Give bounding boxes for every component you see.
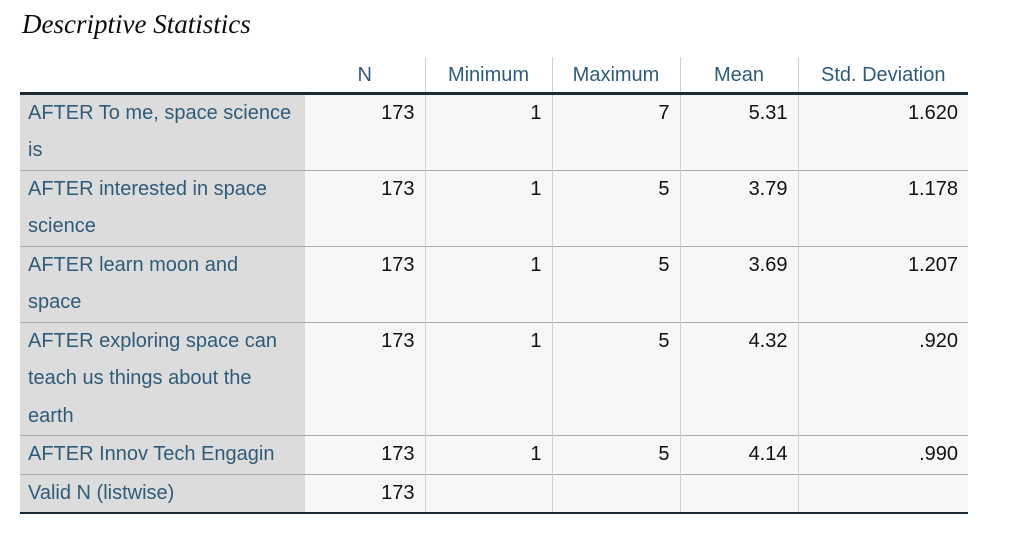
std-deviation-cell: .920 — [797, 321, 968, 436]
std-deviation-cell: 1.620 — [797, 92, 968, 170]
col-header-mean: Mean — [679, 57, 798, 95]
row-label-cell: AFTER exploring space can teach us thing… — [20, 321, 305, 436]
mean-cell: 5.31 — [679, 92, 798, 170]
header-row: N Minimum Maximum Mean Std. Deviation — [20, 57, 968, 95]
minimum-cell: 1 — [424, 169, 552, 246]
table-row: Valid N (listwise) 173 — [20, 473, 968, 514]
n-cell: 173 — [305, 473, 425, 514]
std-deviation-cell: 1.207 — [797, 245, 968, 322]
table-row: AFTER To me, space science is 173 1 7 5.… — [20, 92, 968, 170]
minimum-cell — [424, 473, 552, 514]
output-title: Descriptive Statistics — [22, 9, 251, 39]
table-row: AFTER Innov Tech Engagin 173 1 5 4.14 .9… — [20, 435, 968, 474]
mean-cell — [679, 473, 798, 514]
row-label-cell: AFTER interested in space science — [20, 169, 305, 246]
maximum-cell: 5 — [551, 245, 680, 322]
minimum-cell: 1 — [424, 92, 552, 170]
std-deviation-cell: .990 — [797, 435, 968, 474]
mean-cell: 3.69 — [679, 245, 798, 322]
row-label-cell: AFTER Innov Tech Engagin — [20, 435, 305, 474]
row-label-cell: AFTER learn moon and space — [20, 245, 305, 322]
maximum-cell: 7 — [551, 92, 680, 170]
table-row: AFTER exploring space can teach us thing… — [20, 321, 968, 436]
minimum-cell: 1 — [424, 435, 552, 474]
minimum-cell: 1 — [424, 245, 552, 322]
maximum-cell — [551, 473, 680, 514]
mean-cell: 4.14 — [679, 435, 798, 474]
n-cell: 173 — [305, 435, 425, 474]
row-label-cell: Valid N (listwise) — [20, 473, 305, 514]
col-header-std-deviation: Std. Deviation — [797, 57, 968, 95]
mean-cell: 3.79 — [679, 169, 798, 246]
descriptive-statistics-table: N Minimum Maximum Mean Std. Deviation AF… — [20, 57, 968, 514]
maximum-cell: 5 — [551, 321, 680, 436]
table-row: AFTER interested in space science 173 1 … — [20, 169, 968, 246]
mean-cell: 4.32 — [679, 321, 798, 436]
col-header-minimum: Minimum — [424, 57, 552, 95]
maximum-cell: 5 — [551, 169, 680, 246]
std-deviation-cell: 1.178 — [797, 169, 968, 246]
n-cell: 173 — [305, 169, 425, 246]
n-cell: 173 — [305, 321, 425, 436]
n-cell: 173 — [305, 245, 425, 322]
maximum-cell: 5 — [551, 435, 680, 474]
table-row: AFTER learn moon and space 173 1 5 3.69 … — [20, 245, 968, 322]
row-label-cell: AFTER To me, space science is — [20, 92, 305, 170]
col-header-maximum: Maximum — [551, 57, 680, 95]
col-header-n: N — [305, 57, 425, 95]
minimum-cell: 1 — [424, 321, 552, 436]
corner-header-cell — [20, 57, 305, 95]
std-deviation-cell — [797, 473, 968, 514]
n-cell: 173 — [305, 92, 425, 170]
